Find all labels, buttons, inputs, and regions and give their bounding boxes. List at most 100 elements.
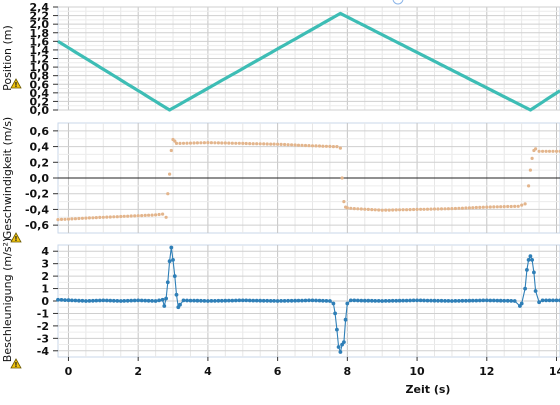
data-point (164, 296, 169, 301)
data-point (91, 216, 95, 220)
y-tick-label: 0,6 (30, 78, 50, 91)
data-point (87, 299, 92, 303)
y-tick-label: 2,4 (30, 1, 50, 14)
data-point (366, 298, 371, 303)
data-point (544, 298, 548, 303)
data-point (394, 298, 399, 303)
data-point (502, 205, 506, 209)
data-point (129, 214, 133, 218)
data-point (94, 298, 99, 303)
data-point (432, 298, 437, 303)
data-point (279, 299, 283, 303)
data-point (533, 289, 538, 293)
data-point (314, 144, 318, 148)
data-point (369, 298, 374, 303)
data-point (340, 176, 344, 180)
y-tick-label: 2,0 (30, 18, 50, 31)
data-point (258, 142, 262, 146)
data-point (509, 204, 513, 209)
data-point (195, 141, 199, 145)
data-point (241, 141, 245, 145)
data-point (146, 298, 151, 303)
data-point (233, 298, 238, 303)
data-point (554, 149, 559, 153)
data-point (401, 208, 405, 212)
data-point (446, 299, 451, 303)
data-point (467, 206, 471, 210)
data-point (111, 298, 116, 303)
data-point (129, 298, 134, 303)
data-point (376, 299, 381, 303)
data-point (143, 213, 147, 217)
data-point (181, 298, 186, 303)
data-point (317, 144, 322, 148)
data-point (404, 298, 409, 303)
y-tick-label: 0,4 (30, 87, 50, 100)
data-point (209, 141, 213, 145)
cropped-icon (392, 0, 404, 5)
data-point (161, 212, 165, 216)
y-tick-label: 1,6 (30, 35, 50, 48)
data-point (169, 148, 173, 153)
data-point (154, 213, 158, 217)
data-point (108, 298, 113, 303)
data-point (412, 207, 416, 212)
data-point (526, 258, 531, 262)
data-point (425, 207, 430, 211)
data-point (192, 298, 196, 303)
data-point (537, 149, 541, 153)
data-point (167, 259, 172, 264)
data-point (481, 205, 485, 209)
data-point (237, 141, 241, 145)
data-point (443, 299, 447, 303)
data-point (397, 298, 402, 303)
data-point (366, 207, 370, 211)
data-point (219, 298, 224, 303)
data-point (405, 208, 409, 212)
data-point (169, 245, 174, 250)
data-point (258, 298, 263, 303)
data-point (453, 206, 457, 211)
data-point (84, 299, 88, 303)
data-point (59, 298, 64, 302)
data-point (223, 141, 227, 145)
data-point (443, 207, 447, 211)
data-point (157, 298, 162, 303)
y-tick-label: 0,2 (30, 156, 50, 169)
data-point (436, 298, 440, 303)
y-tick-label: 3 (41, 258, 49, 271)
data-point (63, 298, 67, 302)
data-point (547, 149, 552, 153)
data-point (185, 298, 189, 303)
data-point (166, 192, 170, 196)
data-point (171, 258, 175, 262)
data-point (362, 298, 367, 303)
data-point (506, 204, 510, 209)
data-point (223, 298, 228, 303)
data-point (349, 206, 353, 210)
data-point (66, 217, 71, 221)
data-point (335, 145, 339, 149)
data-point (532, 270, 536, 275)
warning-icon: ! (10, 78, 22, 89)
data-point (136, 298, 141, 303)
data-point (178, 302, 182, 307)
data-point (126, 214, 130, 218)
data-point (282, 299, 287, 303)
data-point (554, 298, 559, 303)
data-point (227, 141, 231, 145)
data-point (377, 208, 381, 212)
data-point (77, 216, 81, 221)
data-point (300, 143, 304, 147)
data-point (348, 298, 353, 303)
data-point (512, 299, 517, 303)
data-point (276, 142, 280, 146)
data-point (307, 144, 311, 148)
data-point (283, 142, 287, 147)
data-point (551, 298, 555, 303)
warning-icon: ! (10, 232, 22, 243)
data-point (418, 298, 423, 303)
data-point (457, 206, 461, 210)
data-point (66, 298, 71, 303)
data-point (307, 298, 311, 303)
